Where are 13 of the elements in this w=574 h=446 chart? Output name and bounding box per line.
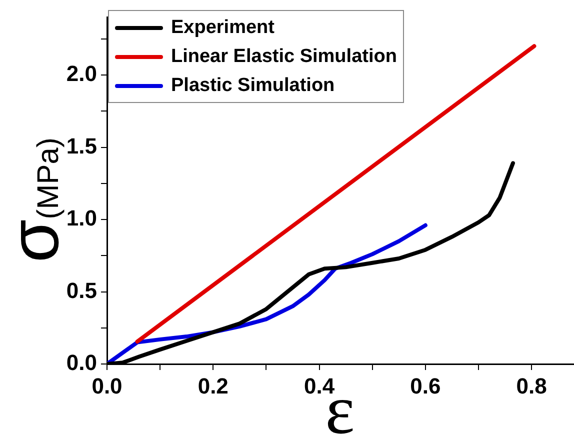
y-tick-label: 1.5 xyxy=(66,133,97,158)
y-tick-label: 0.5 xyxy=(66,278,97,303)
legend-label: Plastic Simulation xyxy=(171,74,335,96)
x-tick-label: 0.6 xyxy=(410,373,441,398)
legend-label: Experiment xyxy=(171,16,274,38)
legend-label: Linear Elastic Simulation xyxy=(171,46,397,68)
y-tick-label: 1.0 xyxy=(66,206,97,231)
x-tick-label: 0.2 xyxy=(198,373,228,398)
x-tick-label: 0.8 xyxy=(516,373,547,398)
x-tick-label: 0.4 xyxy=(304,373,336,398)
y-tick-label: 0.0 xyxy=(66,350,97,376)
x-tick-label: 0.0 xyxy=(92,373,122,398)
y-tick-label: 2.0 xyxy=(66,61,97,86)
